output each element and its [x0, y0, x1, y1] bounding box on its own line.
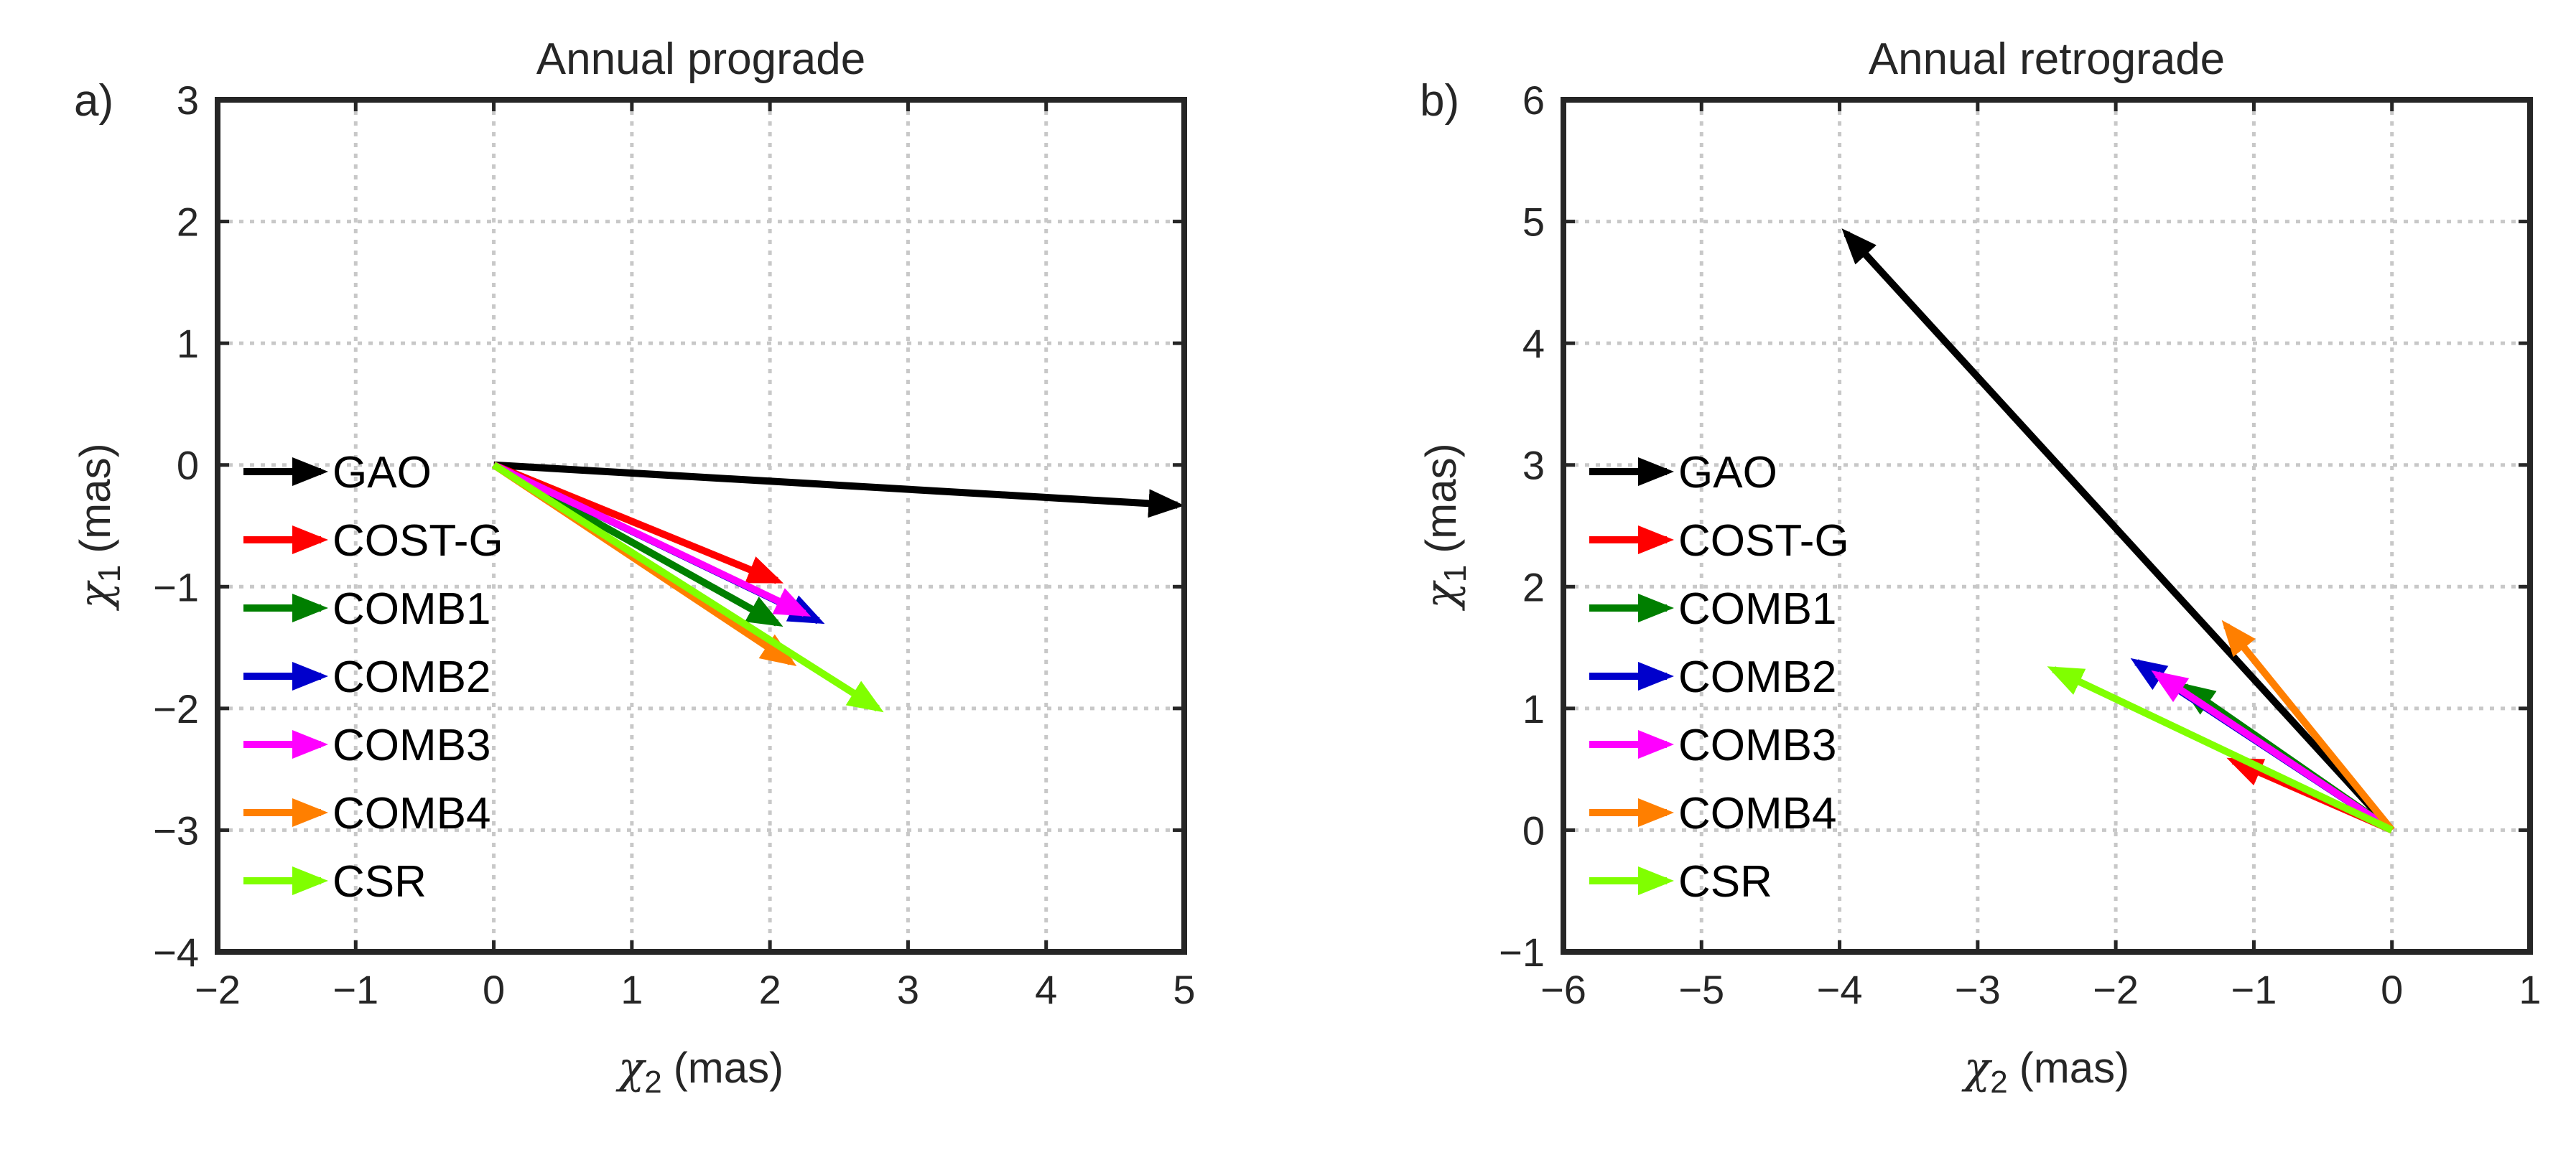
- legend-label-comb2: COMB2: [1678, 653, 1836, 702]
- x-tick-label: 1: [620, 967, 643, 1012]
- x-axis-symbol: χ: [615, 1043, 647, 1093]
- y-axis-symbol: χ: [1416, 580, 1466, 612]
- y-axis-unit: (mas): [1417, 443, 1465, 553]
- y-tick-label: 2: [1522, 564, 1545, 609]
- y-tick-label: −4: [153, 930, 199, 975]
- x-axis-subscript: 2: [1990, 1065, 2007, 1100]
- y-tick-label: 1: [1522, 686, 1545, 731]
- chart-title: Annual prograde: [536, 34, 865, 84]
- legend-label-comb1: COMB1: [1678, 584, 1836, 634]
- x-tick-label: 0: [483, 967, 505, 1012]
- y-axis-label: χ1 (mas): [1416, 443, 1473, 611]
- legend-label-comb4: COMB4: [1678, 789, 1836, 838]
- vector-arrow-csr: [491, 462, 884, 713]
- x-tick-label: 2: [759, 967, 781, 1012]
- y-tick-label: −1: [153, 564, 199, 609]
- x-tick-label: −4: [1817, 967, 1863, 1012]
- y-tick-label: 0: [1522, 808, 1545, 853]
- legend-label-cost-g: COST-G: [333, 516, 503, 566]
- y-tick-label: 2: [177, 200, 199, 245]
- x-tick-label: 3: [897, 967, 919, 1012]
- x-axis-unit: (mas): [2019, 1044, 2129, 1092]
- y-axis-unit: (mas): [71, 443, 119, 553]
- chart-title: Annual retrograde: [1869, 34, 2225, 84]
- y-axis-label: χ1 (mas): [70, 443, 127, 611]
- y-tick-label: 4: [1522, 321, 1545, 366]
- chart-panel-b: −6 −5 −4 −3 −2 −1 0 1 −1 0 1 2 3 4 5 6 Annual retrograde…: [1416, 34, 2542, 1100]
- x-tick-label: −1: [333, 967, 378, 1012]
- x-axis-unit: (mas): [674, 1044, 784, 1092]
- vector-arrow-csr: [2047, 666, 2394, 833]
- legend-label-comb4: COMB4: [333, 789, 490, 838]
- x-axis-subscript: 2: [644, 1065, 661, 1100]
- plot-frame: [1561, 97, 2533, 955]
- y-tick-label: 1: [177, 321, 199, 366]
- x-tick-label: −5: [1678, 967, 1724, 1012]
- vector-arrow-comb3: [2151, 670, 2394, 833]
- legend-label-gao: GAO: [1678, 448, 1777, 497]
- y-tick-label: 0: [177, 443, 199, 488]
- legend-label-gao: GAO: [333, 448, 432, 497]
- y-tick-label: 6: [1522, 78, 1545, 123]
- vector-arrow-comb3: [492, 462, 812, 617]
- legend-label-comb3: COMB3: [1678, 721, 1836, 770]
- chart-panel-a: −2 −1 0 1 2 3 4 5 −4 −3 −2 −1 0 1 2 3 Annual prograde a) χ…: [70, 34, 1196, 1100]
- x-tick-label: 0: [2381, 967, 2403, 1012]
- y-tick-label: −3: [153, 808, 199, 853]
- vector-arrow-comb4: [2221, 620, 2395, 833]
- x-tick-label: −1: [2231, 967, 2277, 1012]
- y-axis-symbol: χ: [70, 580, 121, 612]
- x-tick-label: 4: [1035, 967, 1057, 1012]
- y-tick-label: 5: [1522, 200, 1545, 245]
- vector-arrow-gao: [493, 461, 1185, 518]
- x-axis-label: χ2 (mas): [1961, 1043, 2129, 1100]
- x-tick-label: −6: [1540, 967, 1586, 1012]
- legend-label-csr: CSR: [1678, 857, 1772, 907]
- y-tick-label: 3: [1522, 443, 1545, 488]
- plot-frame: [215, 97, 1187, 955]
- x-tick-label: 5: [1173, 967, 1195, 1012]
- legend-label-cost-g: COST-G: [1678, 516, 1849, 566]
- x-axis-symbol: χ: [1961, 1043, 1993, 1093]
- y-axis-subscript: 1: [1438, 565, 1473, 582]
- legend-label-comb2: COMB2: [333, 653, 490, 702]
- x-tick-label: −2: [2093, 967, 2139, 1012]
- panel-label: b): [1420, 76, 1459, 126]
- y-tick-label: −2: [153, 686, 199, 731]
- x-tick-label: −3: [1955, 967, 2001, 1012]
- legend-label-comb1: COMB1: [333, 584, 490, 634]
- x-axis-label: χ2 (mas): [615, 1043, 784, 1100]
- legend-label-comb3: COMB3: [333, 721, 490, 770]
- legend-label-csr: CSR: [333, 857, 427, 907]
- vector-arrow-gao: [1841, 228, 2395, 833]
- x-tick-label: 1: [2519, 967, 2541, 1012]
- y-tick-label: 3: [177, 78, 199, 123]
- x-tick-label: −2: [195, 967, 241, 1012]
- y-axis-subscript: 1: [92, 565, 127, 582]
- y-tick-label: −1: [1499, 930, 1545, 975]
- panel-label: a): [74, 76, 113, 126]
